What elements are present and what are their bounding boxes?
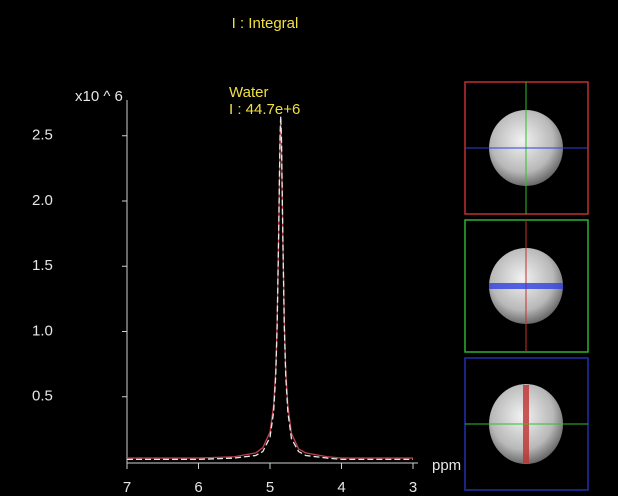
x-tick-label: 4 xyxy=(337,479,345,496)
y-tick-label: 2.0 xyxy=(32,192,53,209)
annotation: I : 44.7e+6 xyxy=(229,101,300,118)
x-tick-label: 6 xyxy=(194,479,202,496)
x-tick-label: 3 xyxy=(409,479,417,496)
voxel xyxy=(489,283,563,289)
y-tick-label: 0.5 xyxy=(32,388,53,405)
chart-title: I : Integral xyxy=(232,15,299,32)
y-tick-label: 2.5 xyxy=(32,127,53,144)
localizer-panel xyxy=(465,82,588,490)
annotation: Water xyxy=(229,84,268,101)
y-tick-label: 1.0 xyxy=(32,322,53,339)
y-tick-label: 1.5 xyxy=(32,257,53,274)
y-axis-label: x10 ^ 6 xyxy=(75,88,123,105)
chart: I : Integral x10 ^ 6 ppm Water I : 44.7e… xyxy=(0,0,618,496)
x-axis-label: ppm xyxy=(432,457,461,474)
x-tick-label: 5 xyxy=(266,479,274,496)
x-tick-label: 7 xyxy=(123,479,131,496)
